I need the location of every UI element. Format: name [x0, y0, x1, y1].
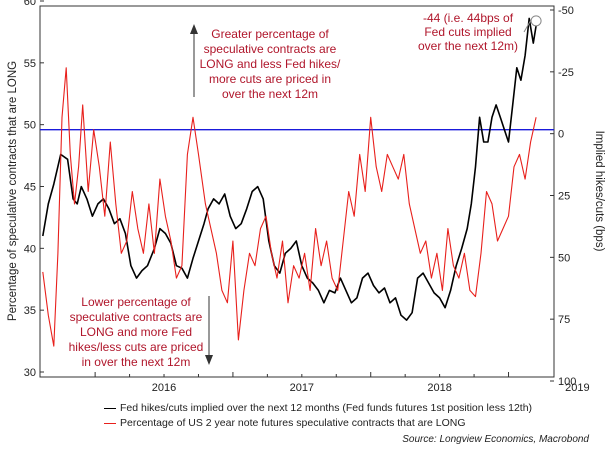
- right-axis-ticks: -50 -25 0 25 50 75 100: [550, 5, 576, 388]
- callout-text-line: Fed cuts implied: [424, 25, 511, 39]
- left-axis-ticks: 30 35 40 45 50 55 60: [24, 0, 44, 379]
- x-tick-label: 2016: [152, 382, 176, 394]
- right-tick-label: -50: [558, 5, 574, 17]
- x-tick-label: 2018: [427, 382, 451, 394]
- right-tick-label: -25: [558, 67, 574, 79]
- annotation-up-arrowhead: [190, 24, 198, 34]
- legend-label-fed: Fed hikes/cuts implied over the next 12 …: [120, 402, 533, 414]
- annotation-down-arrowhead: [205, 355, 213, 365]
- left-tick-label: 40: [24, 243, 36, 255]
- right-tick-label: 25: [558, 191, 570, 203]
- annotation-bottom-line: in over the next 12m: [82, 355, 191, 369]
- callout-leader-line: [523, 19, 532, 33]
- callout-text-line: over the next 12m): [418, 39, 518, 53]
- annotation-bottom-line: LONG and more Fed: [80, 325, 192, 339]
- series-line-longs: [42, 67, 537, 347]
- annotation-bottom-line: speculative contracts are: [70, 310, 203, 324]
- annotation-top-line: LONG and less Fed hikes/: [200, 57, 341, 71]
- left-tick-label: 50: [24, 120, 36, 132]
- callout-marker-circle: [530, 15, 542, 27]
- source-note: Source: Longview Economics, Macrobond: [402, 434, 589, 445]
- legend-entry-longs: Percentage of US 2 year note futures spe…: [104, 417, 466, 429]
- legend-entry-fed: Fed hikes/cuts implied over the next 12 …: [104, 402, 532, 414]
- left-tick-label: 35: [24, 305, 36, 317]
- series-layer: [42, 17, 537, 347]
- legend-label-longs: Percentage of US 2 year note futures spe…: [120, 417, 466, 429]
- annotation-top-line: over the next 12m: [222, 87, 318, 101]
- x-axis-ticks: 2016 2017 2018 2019: [94, 372, 590, 394]
- right-tick-label: 75: [558, 314, 570, 326]
- plot-frame: [39, 5, 555, 378]
- annotation-bottom-line: hikes/less cuts are priced: [69, 340, 204, 354]
- right-tick-label: 0: [558, 129, 564, 141]
- right-tick-label: 100: [558, 376, 576, 388]
- legend-swatch-black: [104, 407, 116, 409]
- left-tick-label: 30: [24, 367, 36, 379]
- x-tick-label: 2019: [565, 382, 589, 394]
- right-axis-title: Implied hikes/cuts (bps): [593, 131, 605, 252]
- annotation-bottom-line: Lower percentage of: [81, 295, 191, 309]
- left-tick-label: 45: [24, 182, 36, 194]
- left-tick-label: 55: [24, 58, 36, 70]
- left-axis-title: Percentage of speculative contracts that…: [7, 61, 19, 321]
- annotation-top-line: more cuts are priced in: [209, 72, 331, 86]
- right-tick-label: 50: [558, 252, 570, 264]
- x-tick-label: 2017: [290, 382, 314, 394]
- annotation-top-line: Greater percentage of: [211, 27, 329, 41]
- legend-swatch-red: [104, 422, 116, 424]
- annotation-top-line: speculative contracts are: [204, 42, 337, 56]
- left-tick-label: 60: [24, 0, 36, 8]
- callout-text-line: -44 (i.e. 44bps of: [423, 11, 514, 25]
